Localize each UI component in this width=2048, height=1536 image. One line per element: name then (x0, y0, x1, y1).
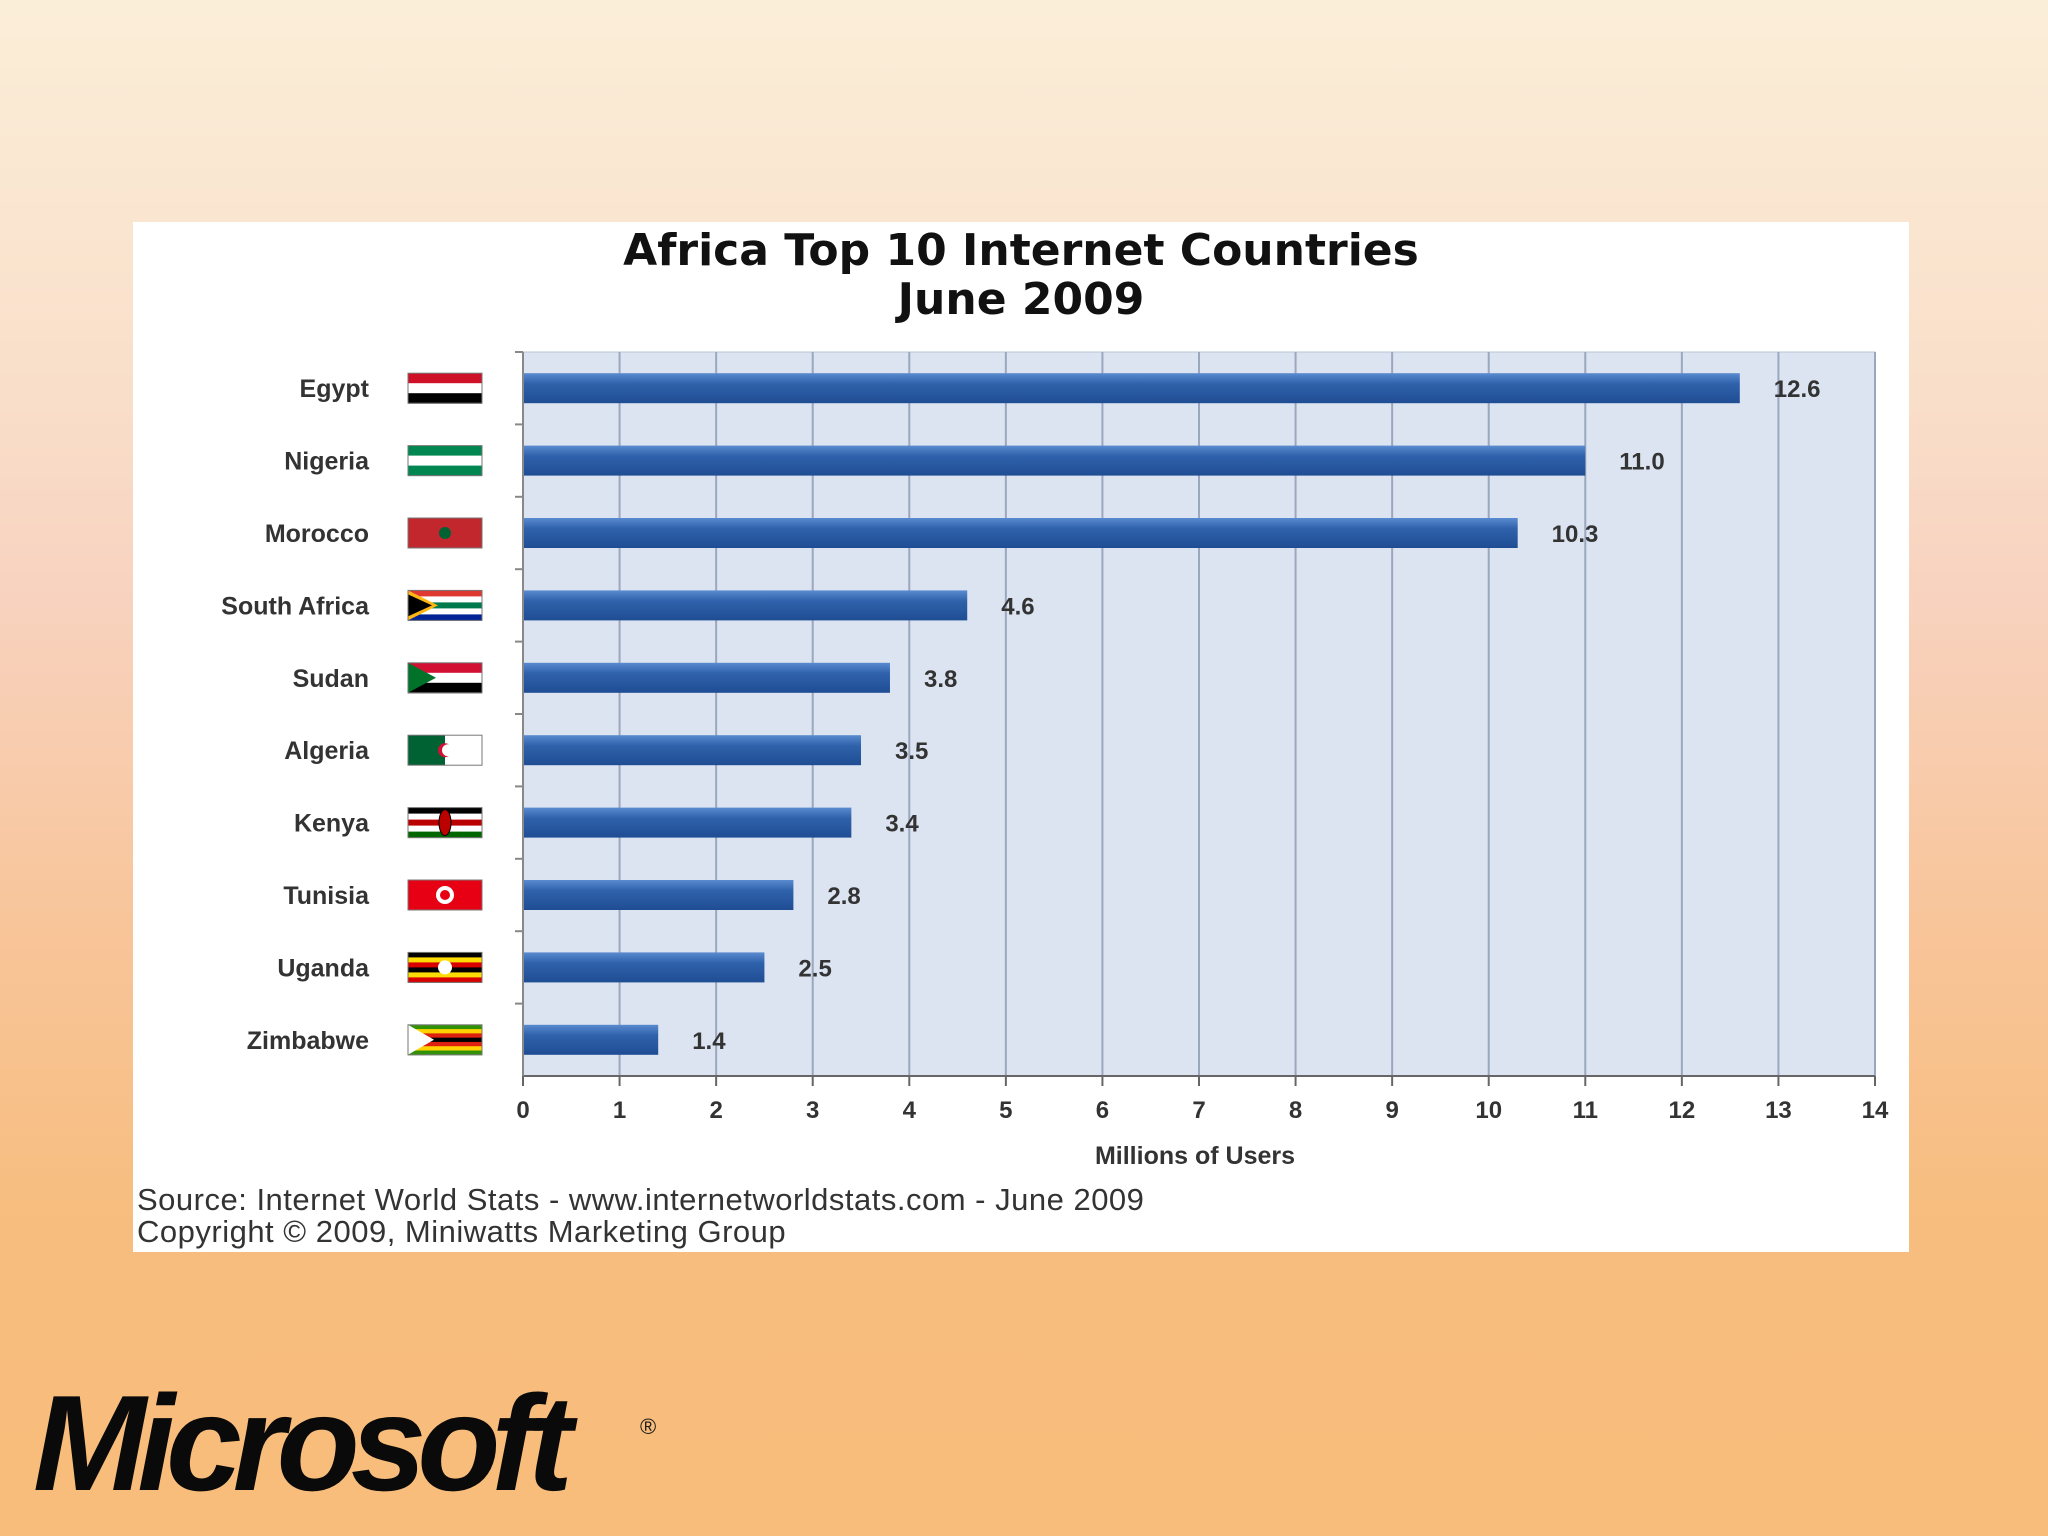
chart-subtitle: June 2009 (895, 274, 1145, 325)
bar-tunisia (523, 880, 794, 910)
value-label: 3.5 (895, 738, 928, 765)
x-tick-label: 14 (1862, 1097, 1889, 1124)
bars (523, 373, 1740, 1055)
value-label: 12.6 (1774, 376, 1821, 403)
x-tick-label: 8 (1289, 1097, 1302, 1124)
x-tick-label: 7 (1192, 1097, 1205, 1124)
value-labels: 12.6 11.0 10.3 4.6 3.8 3.5 3.4 2.8 2.5 1.4 (692, 376, 1820, 1055)
uganda-flag-icon (407, 951, 483, 983)
bar-egypt (523, 373, 1740, 404)
sudan-flag-icon (407, 662, 483, 694)
category-label: Tunisia (283, 882, 370, 910)
category-label: Nigeria (284, 448, 370, 476)
copyright-note: Copyright © 2009, Miniwatts Marketing Gr… (137, 1214, 787, 1249)
value-label: 11.0 (1619, 449, 1664, 476)
value-label: 3.8 (924, 666, 957, 693)
bar-uganda (523, 952, 765, 983)
value-label: 1.4 (692, 1028, 726, 1055)
value-label: 4.6 (1001, 593, 1034, 620)
x-tick-label: 11 (1573, 1097, 1598, 1124)
category-label: Kenya (294, 810, 370, 838)
category-label: Morocco (265, 520, 369, 548)
category-label: South Africa (221, 592, 370, 620)
x-tick-label: 4 (903, 1097, 917, 1124)
x-tick-label: 5 (999, 1097, 1012, 1124)
bar-zimbabwe (523, 1024, 659, 1055)
category-label: Zimbabwe (247, 1027, 369, 1055)
egypt-flag-icon (407, 372, 483, 404)
x-tick-label: 1 (613, 1097, 626, 1124)
bar-algeria (523, 735, 861, 766)
bar-south-africa (523, 590, 968, 621)
x-tick-label: 12 (1669, 1097, 1696, 1124)
category-labels: Egypt Nigeria Morocco South Africa Sudan Alge… (221, 375, 370, 1055)
category-label: Algeria (284, 737, 370, 765)
x-tick-label: 9 (1385, 1097, 1398, 1124)
x-axis-ticks: 0 1 2 3 4 5 6 7 8 9 10 11 12 13 14 (515, 351, 1889, 1124)
bar-chart: Africa Top 10 Internet Countries June 20… (221, 225, 1889, 1170)
source-note: Source: Internet World Stats - www.inter… (137, 1182, 1145, 1217)
category-label: Sudan (293, 665, 369, 693)
category-label: Egypt (300, 375, 370, 403)
south-africa-flag-icon (407, 589, 483, 621)
value-label: 3.4 (885, 811, 919, 838)
nigeria-flag-icon (407, 445, 483, 477)
chart-panel: Africa Top 10 Internet Countries June 20… (133, 222, 1909, 1252)
value-label: 2.8 (827, 883, 860, 910)
chart-title: Africa Top 10 Internet Countries (623, 225, 1419, 276)
category-label: Uganda (277, 954, 370, 982)
registered-mark: ® (640, 1414, 657, 1439)
x-tick-label: 10 (1475, 1097, 1502, 1124)
kenya-flag-icon (407, 807, 483, 839)
algeria-flag-icon (407, 734, 483, 766)
flags (407, 372, 483, 1056)
x-tick-label: 0 (516, 1097, 529, 1124)
bar-morocco (523, 518, 1518, 548)
tunisia-flag-icon (407, 879, 483, 911)
bar-kenya (523, 807, 852, 838)
x-tick-label: 2 (709, 1097, 722, 1124)
bar-nigeria (523, 445, 1586, 476)
x-tick-label: 13 (1765, 1097, 1792, 1124)
x-axis-label: Millions of Users (1095, 1142, 1295, 1170)
microsoft-logo: Microsoft (33, 1367, 573, 1519)
value-label: 10.3 (1552, 521, 1599, 548)
bar-sudan (523, 662, 890, 693)
morocco-flag-icon (407, 517, 483, 549)
value-label: 2.5 (798, 955, 831, 982)
x-tick-label: 6 (1096, 1097, 1109, 1124)
x-tick-label: 3 (806, 1097, 819, 1124)
zimbabwe-flag-icon (407, 1024, 483, 1056)
